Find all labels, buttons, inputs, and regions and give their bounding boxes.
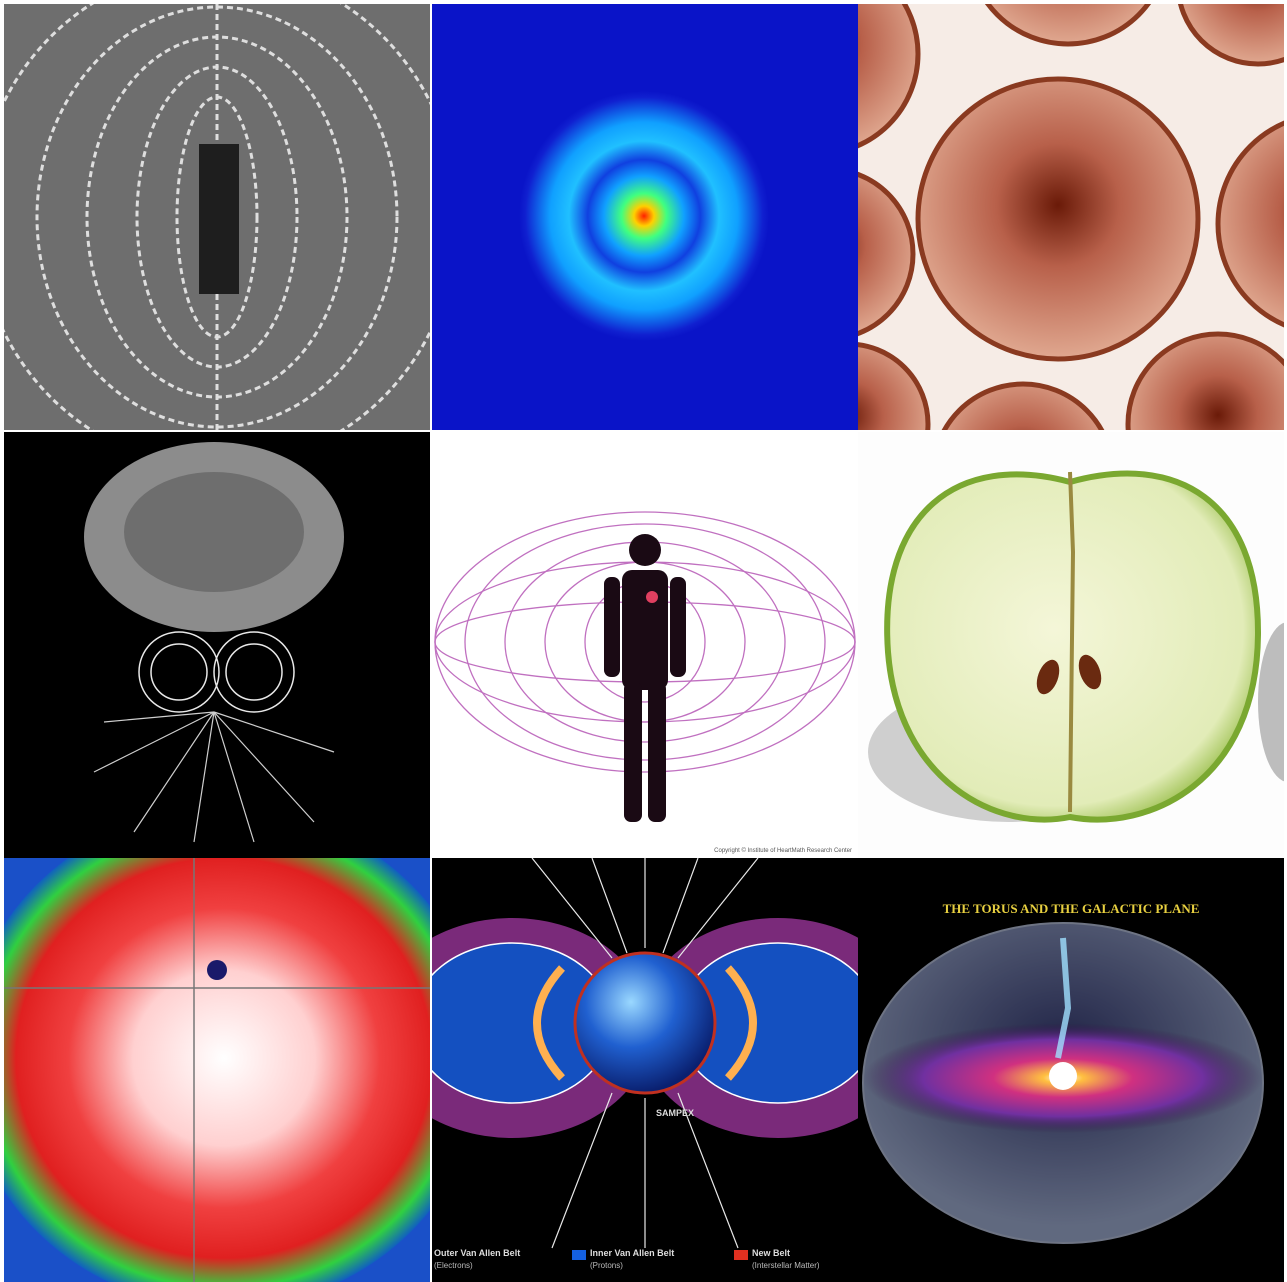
- magnet-tile: [4, 4, 430, 430]
- legend-sub: (Protons): [590, 1261, 623, 1270]
- shape: [133, 711, 215, 833]
- shape: [4, 858, 430, 1282]
- shape: [124, 472, 304, 592]
- shape: [646, 591, 658, 603]
- shape: [573, 951, 717, 1095]
- shape: [604, 577, 620, 677]
- shape: [225, 643, 283, 701]
- shape: [858, 4, 921, 149]
- shape: [858, 342, 931, 430]
- shape: [648, 682, 666, 822]
- shape: [551, 1092, 613, 1249]
- shape: [93, 711, 215, 773]
- shape: [725, 965, 757, 1081]
- shape: [858, 4, 1284, 430]
- legend-label: New Belt: [752, 1248, 790, 1258]
- shape: [213, 711, 335, 753]
- hurricane-tile: [4, 858, 430, 1282]
- legend-sub: (Electrons): [434, 1261, 473, 1270]
- belts-tile: SAMPEX Outer Van Allen Belt (Electrons) …: [432, 858, 858, 1282]
- credit: Copyright © Institute of HeartMath Resea…: [714, 847, 852, 854]
- shape: [984, 4, 1152, 47]
- shape: [199, 144, 239, 294]
- legend-sub: (Interstellar Matter): [752, 1261, 820, 1270]
- legend-label: Outer Van Allen Belt: [434, 1248, 520, 1258]
- shape: [1215, 120, 1284, 328]
- shape: [591, 858, 628, 954]
- shape: [519, 91, 769, 341]
- satellite-label: SAMPEX: [656, 1108, 694, 1118]
- heart-tile: Copyright © Institute of HeartMath Resea…: [432, 432, 858, 858]
- shape: [1049, 1062, 1077, 1090]
- legend-swatch: [734, 1250, 748, 1260]
- shape: [464, 523, 826, 761]
- shape: [207, 960, 227, 980]
- shape: [35, 5, 399, 429]
- rings-tile: [432, 4, 858, 430]
- apple-tile: [858, 432, 1284, 858]
- shape: [1055, 937, 1072, 1059]
- shape: [533, 965, 565, 1081]
- shape: [1068, 471, 1076, 813]
- shape: [1258, 622, 1284, 782]
- shape: [677, 858, 759, 959]
- shape: [213, 711, 315, 823]
- shape: [858, 171, 916, 337]
- shape: [531, 858, 759, 1249]
- legend-swatch: [572, 1250, 586, 1260]
- shape: [93, 711, 335, 843]
- shape: [915, 76, 1201, 362]
- shape: [1036, 659, 1060, 695]
- cells-tile: [858, 4, 1284, 430]
- shape: [677, 1092, 739, 1249]
- shape: [4, 4, 430, 430]
- shape: [670, 577, 686, 677]
- legend-label: Inner Van Allen Belt: [590, 1248, 674, 1258]
- shape: [662, 858, 699, 954]
- galactic-title: THE TORUS AND THE GALACTIC PLANE: [943, 901, 1200, 916]
- shape: [941, 381, 1105, 430]
- shape: [193, 711, 215, 843]
- shape: [103, 711, 215, 723]
- galactic-tile: THE TORUS AND THE GALACTIC PLANE: [858, 858, 1284, 1282]
- shape: [213, 631, 295, 713]
- shape: [138, 631, 295, 713]
- shape: [138, 631, 220, 713]
- shape: [531, 858, 613, 959]
- shape: [150, 643, 208, 701]
- shape: [4, 858, 430, 1282]
- shape: [629, 534, 661, 566]
- shape: [1078, 654, 1102, 690]
- shape: [622, 570, 668, 690]
- shape: [213, 711, 255, 843]
- shape: [1177, 4, 1284, 67]
- shape: [1125, 331, 1284, 430]
- tree-tile: [4, 432, 430, 858]
- shape: [624, 682, 642, 822]
